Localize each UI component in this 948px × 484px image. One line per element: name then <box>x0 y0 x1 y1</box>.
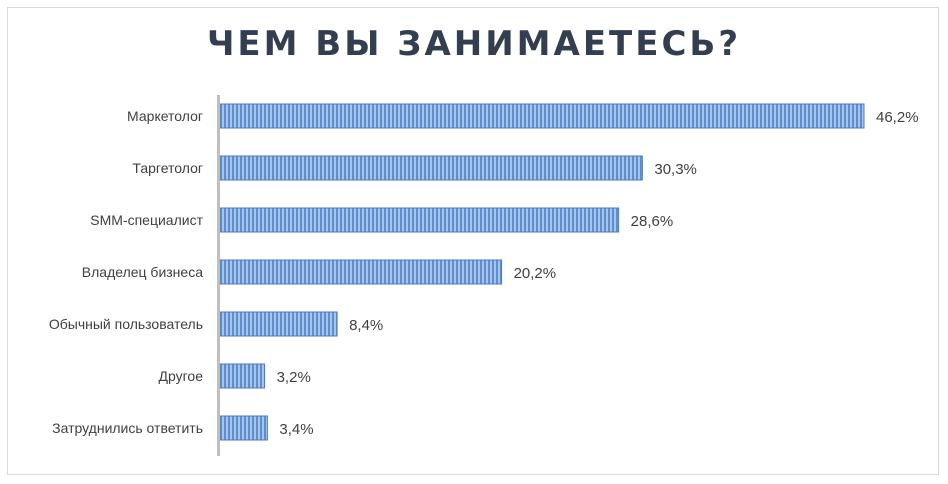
bar <box>219 155 643 181</box>
bar <box>219 415 268 441</box>
chart-frame <box>7 7 939 475</box>
y-axis-line <box>217 95 220 456</box>
data-label: 8,4% <box>349 317 383 334</box>
bar <box>219 363 266 389</box>
bar <box>219 311 338 337</box>
data-label: 3,2% <box>277 369 311 386</box>
data-label: 20,2% <box>514 265 557 282</box>
bar <box>219 103 865 129</box>
data-label: 3,4% <box>279 421 313 438</box>
bar <box>219 259 503 285</box>
category-label: Маркетолог <box>127 108 203 124</box>
category-label: Затруднились ответить <box>52 420 203 436</box>
category-label: SMM-специалист <box>90 212 203 228</box>
data-label: 30,3% <box>654 161 697 178</box>
bar <box>219 207 620 233</box>
category-label: Обычный пользователь <box>49 316 203 332</box>
chart-title: ЧЕМ ВЫ ЗАНИМАЕТЕСЬ? <box>206 24 742 64</box>
category-label: Другое <box>159 368 204 384</box>
data-label: 46,2% <box>876 109 919 126</box>
category-label: Владелец бизнеса <box>82 264 203 280</box>
category-label: Таргетолог <box>132 160 203 176</box>
data-label: 28,6% <box>631 213 674 230</box>
